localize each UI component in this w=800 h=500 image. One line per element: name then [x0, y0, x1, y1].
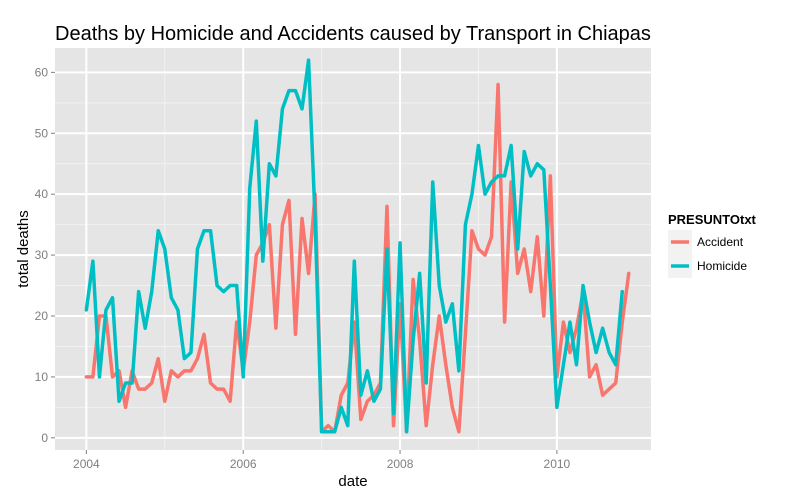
legend-label: Homicide	[697, 259, 747, 273]
legend-items: Accident Homicide	[668, 230, 747, 278]
series-line-accident	[84, 82, 631, 434]
y-tick-label: 10	[35, 370, 49, 384]
chart-title: Deaths by Homicide and Accidents caused …	[55, 23, 651, 45]
legend-item-homicide: Homicide	[668, 254, 747, 278]
x-tick-label: 2008	[387, 457, 414, 471]
y-tick-label: 20	[35, 309, 49, 323]
y-tick-label: 40	[35, 187, 49, 201]
legend-label: Accident	[697, 235, 744, 249]
y-axis-title: total deaths	[15, 210, 32, 288]
legend-title: PRESUNTOtxt	[668, 212, 757, 227]
y-tick-label: 50	[35, 126, 49, 140]
y-tick-label: 0	[41, 431, 48, 445]
legend-item-accident: Accident	[668, 230, 744, 254]
x-tick-label: 2006	[230, 457, 257, 471]
x-tick-label: 2010	[544, 457, 571, 471]
y-axis: 0 10 20 30 40 50 60	[35, 65, 55, 445]
x-tick-label: 2004	[73, 457, 100, 471]
series-line-homicide	[84, 58, 624, 434]
x-axis-title: date	[338, 473, 367, 490]
series-lines	[84, 58, 631, 434]
x-axis: 2004 2006 2008 2010	[73, 450, 571, 471]
legend: PRESUNTOtxt Accident Homicide	[668, 212, 757, 278]
y-tick-label: 60	[35, 65, 49, 79]
y-tick-label: 30	[35, 248, 49, 262]
